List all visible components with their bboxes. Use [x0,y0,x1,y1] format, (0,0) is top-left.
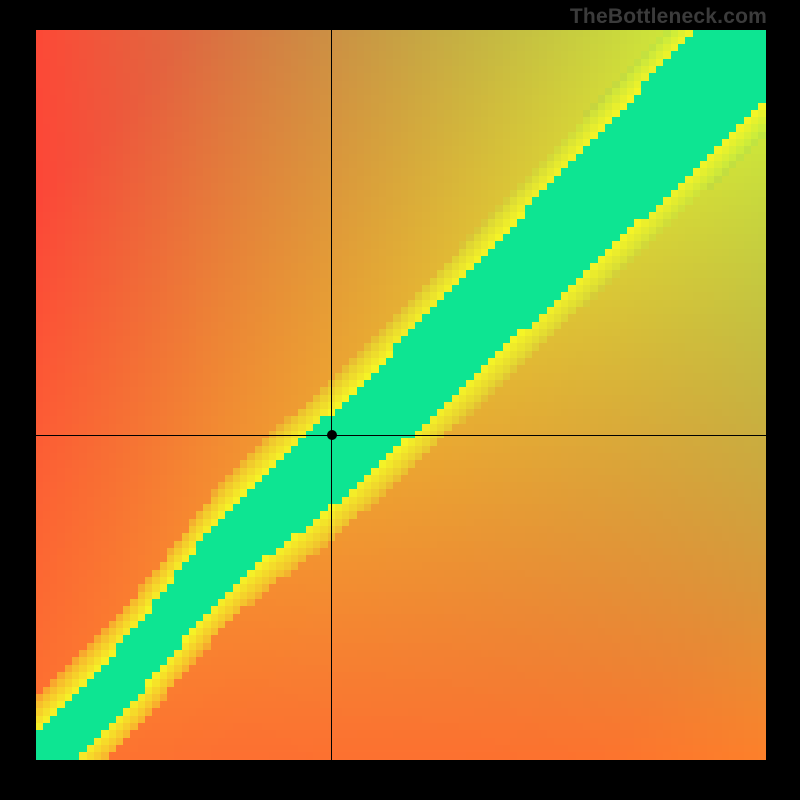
watermark-text: TheBottleneck.com [570,5,767,29]
outer-frame: TheBottleneck.com [0,0,800,800]
crosshair-marker [327,430,337,440]
crosshair-vertical [331,30,332,760]
heatmap-plot [36,30,766,760]
crosshair-horizontal [36,435,766,436]
heatmap-canvas [36,30,766,760]
